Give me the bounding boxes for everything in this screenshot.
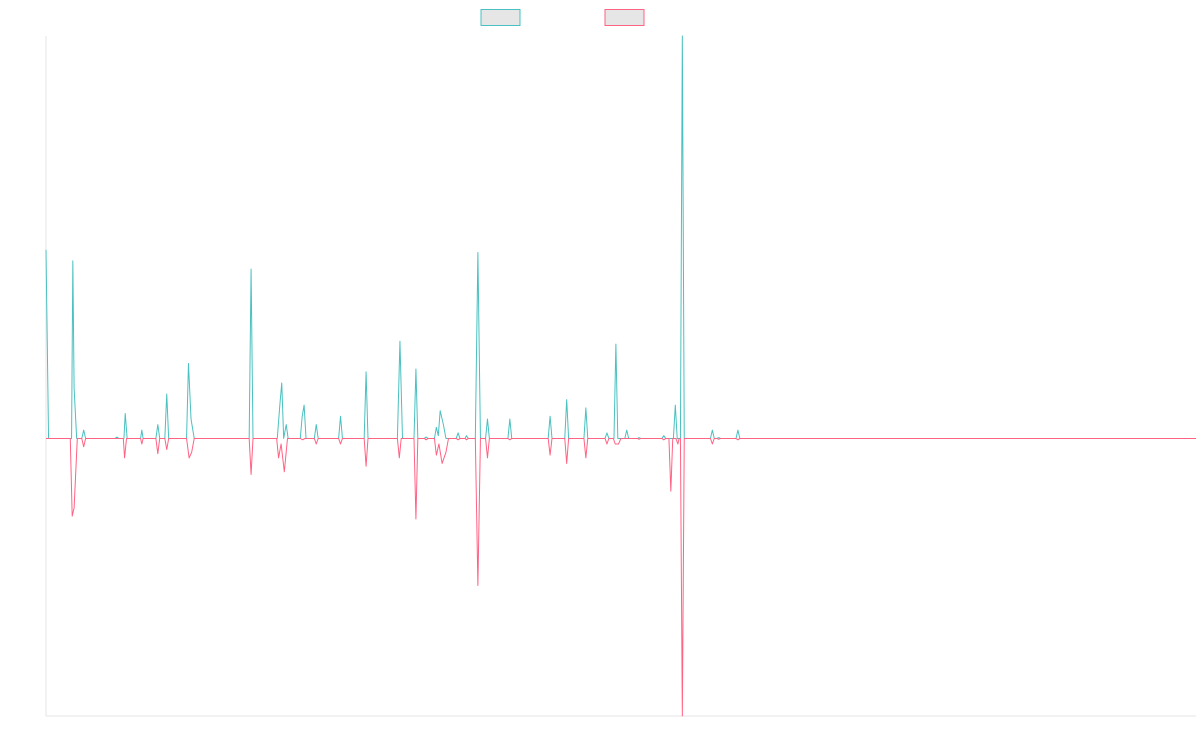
legend-swatch-2 (604, 9, 645, 26)
legend-swatch-1 (480, 9, 521, 26)
legend-item-1[interactable] (480, 9, 521, 26)
chart-axes (45, 36, 1196, 717)
chart-series-layer (45, 35, 1196, 717)
chart-legend[interactable] (480, 9, 645, 26)
series-line-2 (46, 437, 1196, 717)
series-line-1 (45, 35, 1196, 439)
legend-item-2[interactable] (604, 9, 645, 26)
